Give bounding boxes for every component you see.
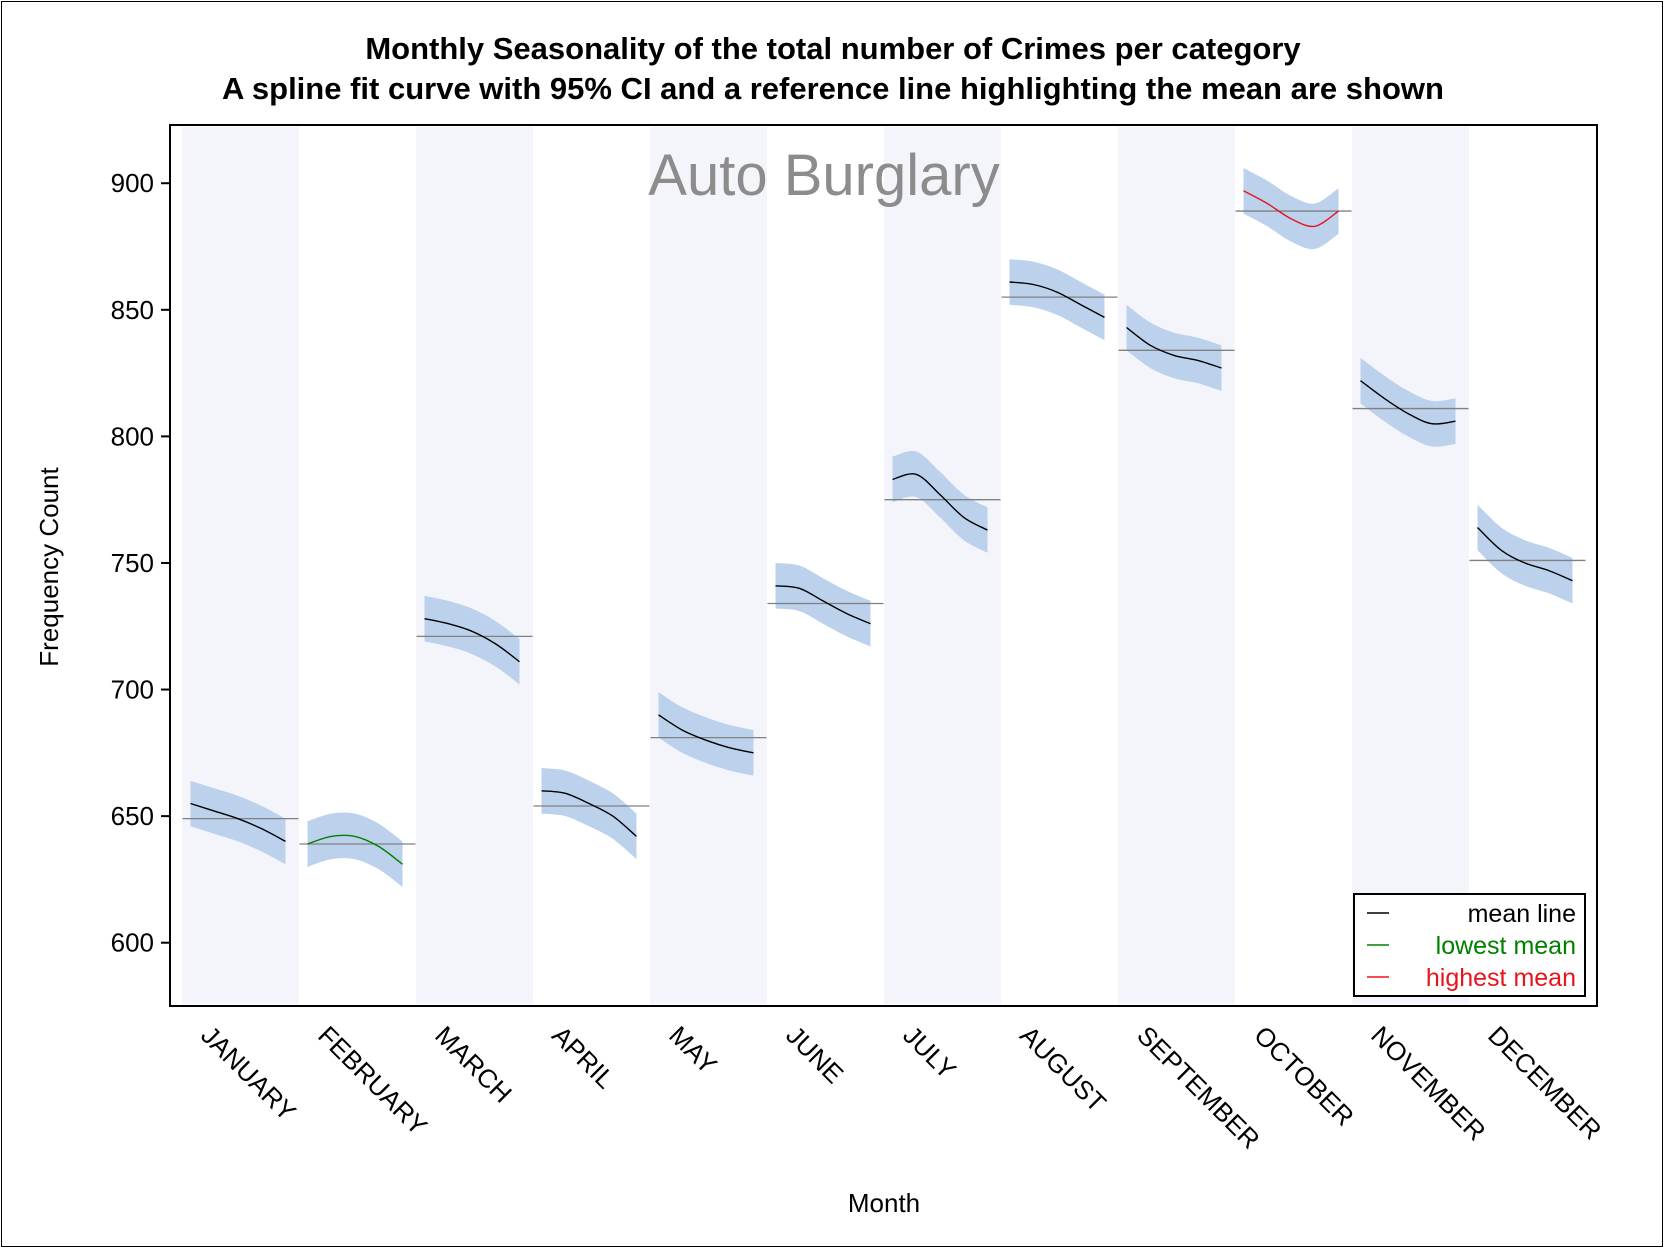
spline-july: [892, 473, 988, 531]
spline-october: [1243, 190, 1339, 228]
x-tick-label: JANUARY: [195, 1020, 302, 1127]
ci-band-july: [892, 451, 988, 553]
ci-band-august: [1009, 259, 1105, 341]
y-axis: 600 650 700 750 800 850 900: [111, 168, 170, 958]
y-tick-label: 900: [111, 168, 154, 198]
legend-label: lowest mean: [1436, 932, 1576, 960]
month-band: [416, 127, 533, 1004]
month-bands: [182, 127, 1469, 1004]
y-tick-label: 850: [111, 295, 154, 325]
x-tick-label: AUGUST: [1014, 1020, 1112, 1118]
legend-label: highest mean: [1426, 964, 1576, 992]
x-tick-label: OCTOBER: [1248, 1020, 1360, 1132]
ci-bands: [190, 168, 1573, 887]
month-band: [182, 127, 299, 1004]
y-tick-label: 700: [111, 675, 154, 705]
legend-box: [1353, 893, 1586, 997]
spline-june: [775, 585, 871, 625]
panel-label: Auto Burglary: [648, 143, 999, 208]
spline-curves: [190, 190, 1573, 865]
month-band: [1352, 127, 1469, 1004]
spline-february: [307, 834, 403, 865]
y-axis-label: Frequency Count: [34, 467, 64, 667]
plot-area-border: [169, 124, 1598, 1007]
month-band: [1118, 127, 1235, 1004]
y-tick-label: 600: [111, 928, 154, 958]
spline-november: [1360, 380, 1456, 425]
x-axis-label: Month: [848, 1188, 920, 1218]
x-tick-label: MARCH: [429, 1020, 518, 1109]
spline-april: [541, 790, 637, 837]
x-tick-label: JULY: [897, 1020, 962, 1085]
y-tick-label: 750: [111, 548, 154, 578]
spline-may: [658, 714, 754, 754]
chart-title: Monthly Seasonality of the total number …: [365, 31, 1301, 66]
ci-band-june: [775, 563, 871, 647]
x-tick-label: JUNE: [780, 1020, 849, 1089]
ci-band-april: [541, 768, 637, 860]
ci-band-january: [190, 780, 286, 865]
legend-label: mean line: [1468, 900, 1576, 928]
chart-subtitle: A spline fit curve with 95% CI and a ref…: [222, 71, 1444, 106]
ci-band-march: [424, 595, 520, 685]
spline-september: [1126, 326, 1222, 369]
x-tick-label: MAY: [663, 1020, 723, 1080]
legend: mean line lowest mean highest mean: [1353, 893, 1586, 997]
x-tick-label: DECEMBER: [1482, 1020, 1607, 1145]
spline-december: [1477, 526, 1573, 582]
mean-reference-lines: [182, 210, 1586, 845]
x-tick-label: FEBRUARY: [312, 1020, 433, 1141]
ci-band-september: [1126, 304, 1222, 391]
ci-band-october: [1243, 168, 1339, 250]
x-tick-label: APRIL: [546, 1020, 620, 1094]
y-tick-label: 800: [111, 421, 154, 451]
ci-band-february: [307, 812, 403, 887]
ci-band-december: [1477, 504, 1573, 604]
x-tick-label: SEPTEMBER: [1131, 1020, 1266, 1155]
spline-august: [1009, 281, 1105, 319]
month-band: [650, 127, 767, 1004]
x-tick-label: NOVEMBER: [1365, 1020, 1491, 1146]
ci-band-may: [658, 692, 754, 776]
month-band: [884, 127, 1001, 1004]
spline-march: [424, 618, 520, 663]
ci-band-november: [1360, 357, 1456, 447]
spline-january: [190, 802, 286, 843]
y-tick-label: 650: [111, 801, 154, 831]
